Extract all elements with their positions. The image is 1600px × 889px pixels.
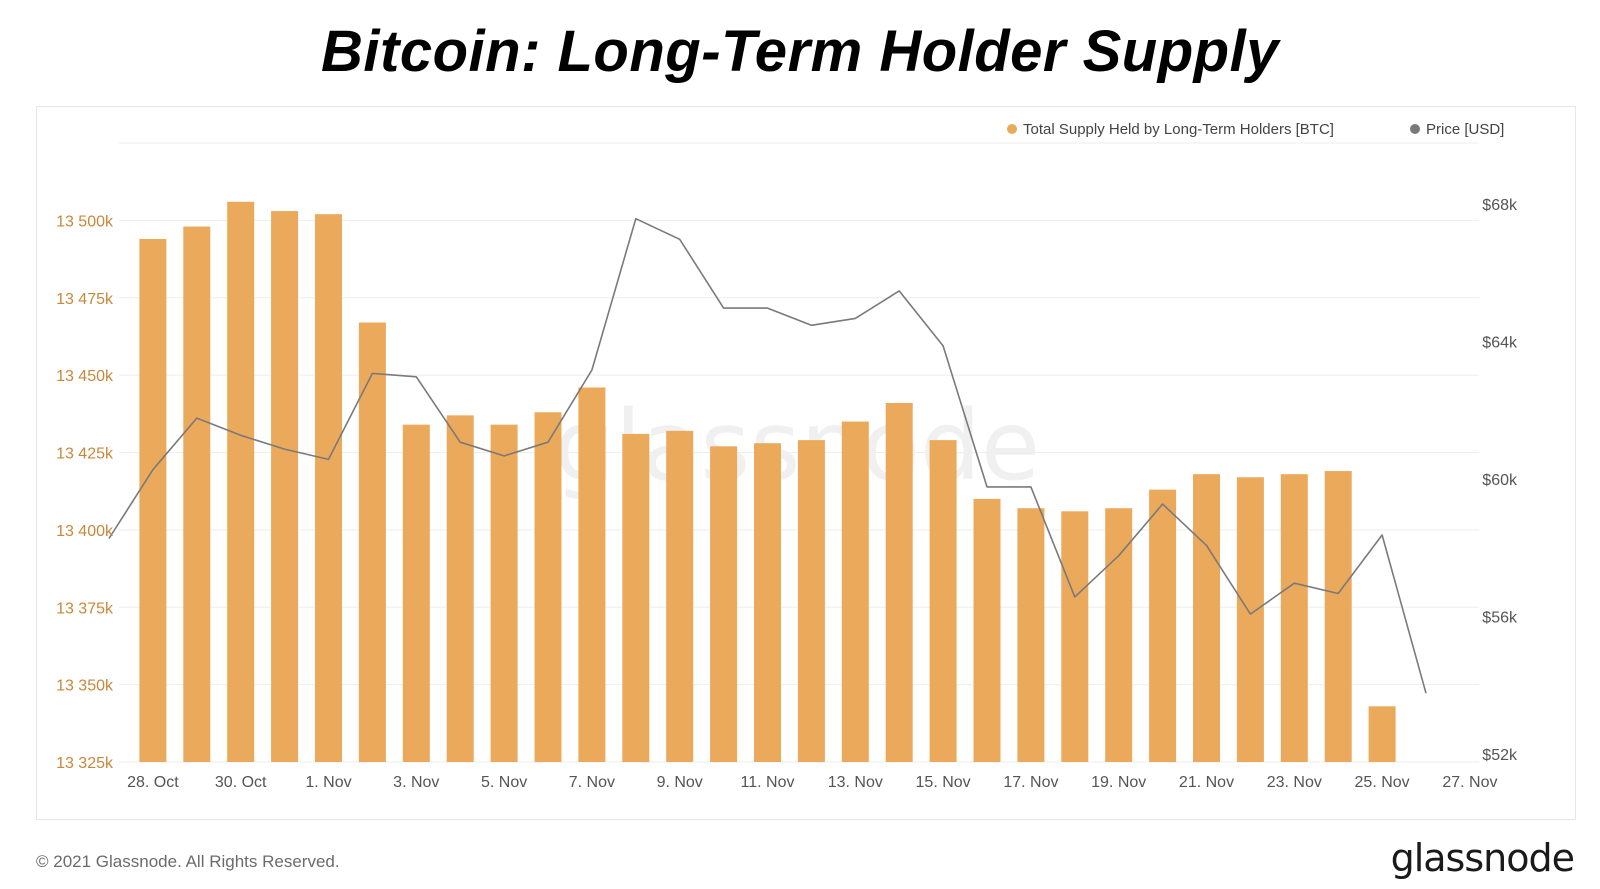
supply-bar[interactable]: [139, 238, 167, 762]
right-axis-tick-label: $60k: [1482, 472, 1518, 489]
supply-bar[interactable]: [754, 443, 781, 762]
supply-bar[interactable]: [1236, 477, 1264, 762]
x-axis: 28. Oct 30. Oct 1. Nov 3. Nov 5. Nov 7. Nov 9.…: [127, 774, 1497, 791]
supply-bar[interactable]: [1105, 508, 1133, 762]
x-axis-tick-label: 11. Nov: [741, 774, 795, 791]
x-axis-tick-label: 28. Oct: [127, 774, 179, 791]
supply-bar[interactable]: [1324, 471, 1352, 762]
supply-bar[interactable]: [315, 214, 342, 762]
legend-label-price[interactable]: Price [USD]: [1426, 121, 1504, 138]
x-axis-tick-label: 3. Nov: [393, 774, 439, 791]
price-series: [108, 217, 1427, 694]
supply-bar[interactable]: [973, 498, 1001, 762]
left-axis-tick-label: 13 475k: [56, 291, 114, 308]
right-axis-tick-label: $56k: [1482, 609, 1518, 626]
left-axis-tick-label: 13 400k: [56, 523, 114, 540]
supply-bar[interactable]: [1368, 706, 1396, 762]
right-axis-tick-label: $64k: [1482, 334, 1518, 351]
supply-bar[interactable]: [885, 402, 913, 762]
chart-frame: glassnode 13 325k 13 350k 13 375k 13 400k 13…: [36, 106, 1576, 820]
right-axis-tick-label: $68k: [1482, 197, 1518, 214]
supply-bar[interactable]: [666, 430, 694, 762]
x-axis-tick-label: 7. Nov: [569, 774, 615, 791]
x-axis-tick-label: 27. Nov: [1442, 774, 1497, 791]
left-axis-tick-label: 13 425k: [56, 446, 114, 463]
supply-bar[interactable]: [1149, 489, 1177, 762]
supply-bar[interactable]: [1017, 508, 1045, 762]
supply-bar[interactable]: [841, 421, 869, 762]
supply-bar[interactable]: [622, 433, 650, 762]
x-axis-tick-label: 23. Nov: [1267, 774, 1322, 791]
x-axis-tick-label: 17. Nov: [1003, 774, 1058, 791]
right-axis: $52k $56k $60k $64k $68k: [1482, 197, 1518, 764]
price-line[interactable]: [108, 217, 1427, 694]
supply-bar[interactable]: [183, 226, 211, 762]
chart-title: Bitcoin: Long-Term Holder Supply: [321, 19, 1279, 84]
left-axis-tick-label: 13 500k: [56, 213, 114, 230]
legend-label-supply[interactable]: Total Supply Held by Long-Term Holders […: [1023, 121, 1334, 138]
x-axis-tick-label: 21. Nov: [1179, 774, 1234, 791]
supply-bar[interactable]: [446, 415, 474, 762]
x-axis-tick-label: 9. Nov: [657, 774, 703, 791]
x-axis-tick-label: 25. Nov: [1355, 774, 1410, 791]
left-axis-tick-label: 13 375k: [56, 600, 114, 617]
legend: Total Supply Held by Long-Term Holders […: [1007, 121, 1504, 138]
supply-bar[interactable]: [929, 440, 957, 762]
supply-bar[interactable]: [578, 387, 606, 762]
supply-bar[interactable]: [1061, 511, 1089, 762]
supply-bar[interactable]: [402, 424, 430, 762]
supply-bar[interactable]: [490, 424, 518, 762]
x-axis-tick-label: 30. Oct: [215, 774, 267, 791]
supply-bar[interactable]: [1280, 474, 1308, 762]
legend-marker-price: [1410, 124, 1420, 134]
left-axis-tick-label: 13 325k: [56, 755, 114, 772]
supply-bar[interactable]: [534, 412, 562, 762]
supply-bar[interactable]: [227, 201, 255, 762]
x-axis-tick-label: 13. Nov: [828, 774, 883, 791]
footer-copyright: © 2021 Glassnode. All Rights Reserved.: [36, 852, 340, 871]
left-axis-tick-label: 13 450k: [56, 368, 114, 385]
x-axis-tick-label: 19. Nov: [1091, 774, 1146, 791]
supply-bar[interactable]: [797, 440, 825, 762]
supply-bar[interactable]: [710, 446, 738, 762]
supply-bar[interactable]: [358, 322, 386, 762]
legend-marker-supply: [1007, 124, 1017, 134]
right-axis-tick-label: $52k: [1482, 747, 1518, 764]
x-axis-tick-label: 15. Nov: [916, 774, 971, 791]
supply-bar[interactable]: [1193, 474, 1220, 762]
bar-series: [139, 201, 1396, 763]
x-axis-tick-label: 5. Nov: [481, 774, 527, 791]
left-axis-tick-label: 13 350k: [56, 678, 114, 695]
left-axis: 13 325k 13 350k 13 375k 13 400k 13 425k 13 45…: [56, 213, 114, 772]
glassnode-logo: glassnode: [1390, 836, 1575, 880]
supply-bar[interactable]: [271, 211, 299, 763]
x-axis-tick-label: 1. Nov: [305, 774, 351, 791]
